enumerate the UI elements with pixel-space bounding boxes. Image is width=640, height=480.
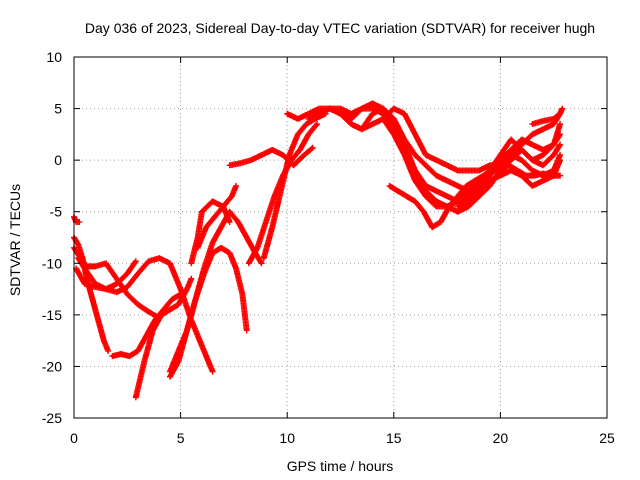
y-tick-label-6: 5 (54, 101, 62, 117)
series-8-markers (166, 208, 265, 375)
series-19-markers (386, 162, 564, 231)
series-9 (188, 198, 233, 267)
y-tick-label-5: 0 (54, 152, 62, 168)
series-13-markers (260, 110, 329, 262)
x-tick-label-1: 5 (177, 430, 185, 446)
chart-title: Day 036 of 2023, Sidereal Day-to-day VTE… (85, 20, 595, 36)
series-4 (75, 255, 139, 293)
series-10-markers (194, 182, 240, 251)
series-20 (454, 157, 564, 210)
x-tick-label-3: 15 (386, 430, 402, 446)
series-9-markers (188, 198, 233, 267)
series-18-markers (380, 105, 564, 174)
series-6-markers (132, 275, 195, 401)
y-tick-label-2: -15 (42, 307, 62, 323)
x-axis-title: GPS time / hours (287, 458, 394, 474)
series-20-markers (454, 157, 564, 210)
y-tick-label-7: 10 (46, 49, 62, 65)
series-10 (194, 182, 240, 251)
series-4-markers (75, 255, 139, 293)
x-tick-label-2: 10 (279, 430, 295, 446)
series-13 (260, 110, 329, 262)
series-19 (386, 162, 564, 231)
series-18 (380, 105, 564, 174)
x-tick-label-5: 25 (599, 430, 615, 446)
x-tick-label-4: 20 (493, 430, 509, 446)
series-21 (529, 105, 566, 128)
y-tick-label-0: -25 (42, 410, 62, 426)
series-8 (166, 208, 265, 375)
x-tick-label-0: 0 (70, 430, 78, 446)
axis-ticks: 0 5 10 15 20 25 -25 -20 -15 -10 -5 0 5 10 (42, 49, 615, 446)
series-6 (132, 275, 195, 401)
plot-frame (73, 56, 608, 419)
series-21-markers (529, 105, 566, 128)
y-tick-label-1: -20 (42, 358, 62, 374)
y-tick-label-4: -5 (50, 204, 63, 220)
y-axis-title: SDTVAR / TECUs (7, 184, 23, 296)
y-tick-label-3: -10 (42, 255, 62, 271)
